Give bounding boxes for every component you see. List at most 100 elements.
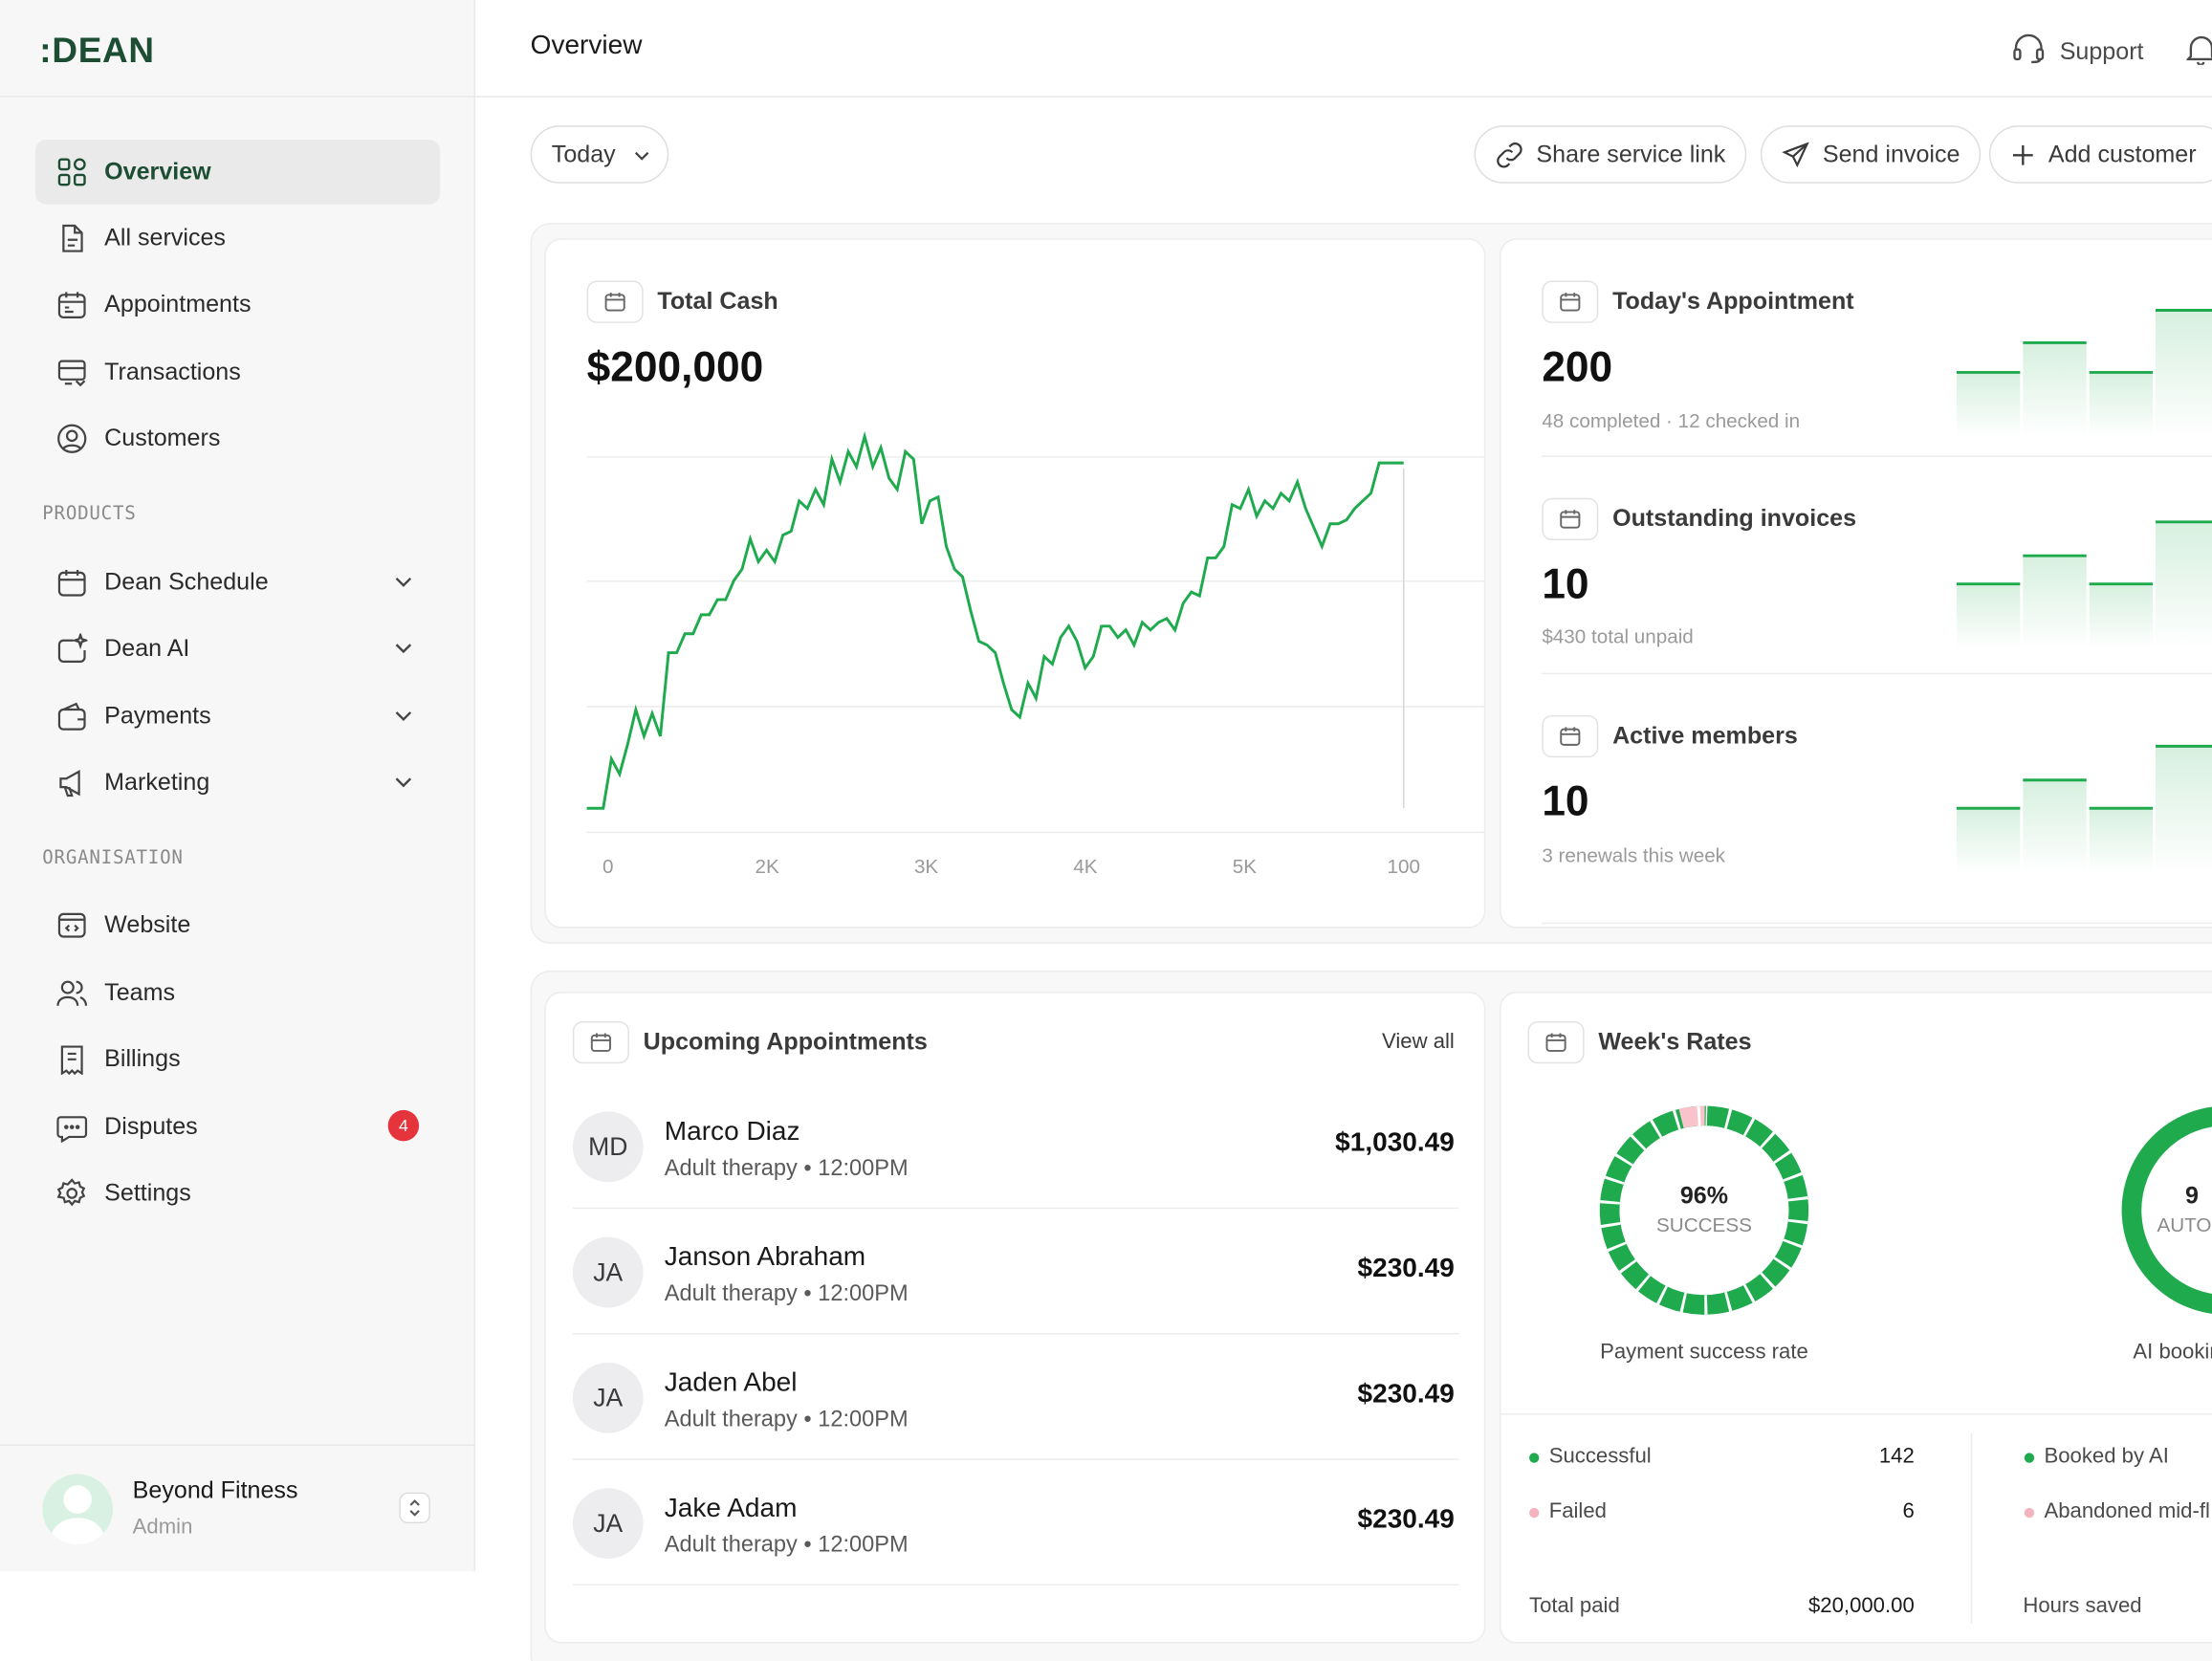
- stat-sparkbars: [1957, 744, 2212, 874]
- share-link-label: Share service link: [1536, 140, 1726, 167]
- divider: [1542, 455, 2212, 457]
- weeks-rates-title: Week's Rates: [1598, 1028, 1752, 1056]
- ai-donut-label: AUTO: [2157, 1213, 2212, 1236]
- account-switcher-button[interactable]: [399, 1492, 430, 1524]
- x-tick-label: 4K: [1073, 856, 1097, 878]
- calendar-icon: [572, 1020, 629, 1064]
- sidebar-item-customers[interactable]: Customers: [35, 406, 440, 471]
- divider: [572, 1458, 1459, 1460]
- bell-icon[interactable]: [2185, 33, 2212, 72]
- date-filter-value: Today: [551, 140, 616, 167]
- stat-subtext: 48 completed · 12 checked in: [1542, 408, 1801, 432]
- chat-icon: [56, 1111, 88, 1143]
- chevron-down-icon[interactable]: [392, 704, 415, 733]
- gear-icon: [56, 1178, 87, 1209]
- users-icon: [56, 977, 88, 1008]
- sidebar-item-disputes[interactable]: Disputes 4: [35, 1095, 440, 1160]
- support-button[interactable]: Support: [2012, 33, 2144, 71]
- sidebar-item-label: Dean Schedule: [104, 568, 269, 596]
- sidebar-item-dean-ai[interactable]: Dean AI: [35, 617, 440, 682]
- donut-percent: 96%: [1679, 1182, 1729, 1210]
- calendar-icon: [1542, 280, 1599, 323]
- sidebar-item-teams[interactable]: Teams: [35, 961, 440, 1026]
- send-invoice-button[interactable]: Send invoice: [1760, 125, 1982, 184]
- x-tick-label: 2K: [756, 856, 779, 878]
- legend-label: Abandoned mid-fl: [2044, 1499, 2210, 1524]
- chevron-down-icon[interactable]: [392, 770, 415, 799]
- organisation-section-label: ORGANISATION: [42, 847, 184, 869]
- donut-label: SUCCESS: [1656, 1213, 1752, 1236]
- sidebar-item-website[interactable]: Website: [35, 893, 440, 958]
- avatar[interactable]: [42, 1474, 114, 1545]
- stats-card: Today's Appointment 200 48 completed · 1…: [1500, 238, 2212, 929]
- chevron-up-down-icon: [409, 1499, 420, 1517]
- legend-label: Successful: [1548, 1444, 1652, 1469]
- sidebar-item-marketing[interactable]: Marketing: [35, 751, 440, 816]
- link-icon: [1496, 141, 1524, 169]
- headset-icon: [2012, 33, 2046, 71]
- add-customer-button[interactable]: Add customer: [1988, 125, 2212, 184]
- divider: [572, 1207, 1459, 1210]
- calendar-icon: [586, 280, 644, 323]
- cash-line-chart: 0 2K 3K 4K 5K 100: [586, 430, 1484, 878]
- avatar: MD: [572, 1111, 644, 1183]
- account-name: Beyond Fitness: [132, 1476, 298, 1504]
- sidebar-item-billings[interactable]: Billings: [35, 1027, 440, 1092]
- wallet-icon: [56, 357, 87, 387]
- sidebar-item-dean-schedule[interactable]: Dean Schedule: [35, 550, 440, 615]
- x-tick-label: 5K: [1233, 856, 1257, 878]
- grid-icon: [56, 157, 87, 187]
- chevron-down-icon[interactable]: [392, 636, 415, 666]
- appointment-meta: Adult therapy • 12:00PM: [664, 1408, 909, 1432]
- receipt-icon: [56, 1044, 87, 1076]
- calendar-icon: [56, 567, 87, 598]
- sidebar-item-appointments[interactable]: Appointments: [35, 273, 440, 338]
- appointment-meta: Adult therapy • 12:00PM: [664, 1533, 909, 1558]
- sidebar: :DEAN Overview All services Appointments…: [0, 0, 476, 1572]
- calendar-icon: [1542, 497, 1599, 540]
- appointment-amount: $230.49: [1357, 1504, 1455, 1535]
- megaphone-icon: [56, 767, 87, 798]
- total-paid-value: $20,000.00: [1808, 1593, 1915, 1618]
- sidebar-item-settings[interactable]: Settings: [35, 1161, 440, 1226]
- stat-title: Today's Appointment: [1612, 287, 1854, 315]
- sidebar-item-label: Settings: [104, 1179, 191, 1207]
- vertical-divider: [1970, 1432, 1973, 1624]
- share-service-link-button[interactable]: Share service link: [1474, 125, 1747, 184]
- upcoming-title: Upcoming Appointments: [643, 1028, 928, 1056]
- divider: [1542, 922, 2212, 925]
- stat-subtext: $430 total unpaid: [1542, 624, 1694, 648]
- user-circle-icon: [56, 424, 87, 454]
- x-tick-label: 0: [602, 856, 613, 878]
- stat-title: Outstanding invoices: [1612, 505, 1857, 533]
- appointment-amount: $230.49: [1357, 1254, 1455, 1284]
- account-role: Admin: [132, 1515, 193, 1540]
- sidebar-item-label: Appointments: [104, 290, 252, 317]
- view-all-link[interactable]: View all: [1382, 1029, 1455, 1054]
- total-cash-value: $200,000: [586, 343, 764, 391]
- chevron-down-icon[interactable]: [392, 570, 415, 600]
- sidebar-item-label: Dean AI: [104, 634, 190, 662]
- sidebar-item-all-services[interactable]: All services: [35, 206, 440, 271]
- divider: [1542, 672, 2212, 675]
- stat-title: Active members: [1612, 722, 1798, 750]
- sidebar-item-label: Website: [104, 910, 191, 938]
- sidebar-item-label: Overview: [104, 158, 211, 186]
- document-icon: [56, 223, 87, 253]
- ai-donut-percent: 9: [2184, 1182, 2199, 1210]
- chevron-down-icon: [632, 144, 652, 164]
- appointment-name: Jake Adam: [664, 1494, 798, 1524]
- x-tick-label: 3K: [914, 856, 938, 878]
- sidebar-divider: [0, 96, 476, 98]
- payment-success-donut: [1599, 1105, 1809, 1315]
- legend-value: 6: [1902, 1499, 1915, 1524]
- sidebar-item-transactions[interactable]: Transactions: [35, 340, 440, 405]
- sidebar-item-label: Customers: [104, 425, 221, 452]
- stat-value: 200: [1542, 343, 1613, 391]
- date-filter-select[interactable]: Today: [530, 125, 669, 184]
- sidebar-item-payments[interactable]: Payments: [35, 684, 440, 749]
- products-section-label: PRODUCTS: [42, 503, 137, 525]
- total-cash-card: Total Cash $200,000 0 2K 3K 4K 5K 100: [544, 238, 1486, 929]
- sidebar-item-overview[interactable]: Overview: [34, 140, 441, 205]
